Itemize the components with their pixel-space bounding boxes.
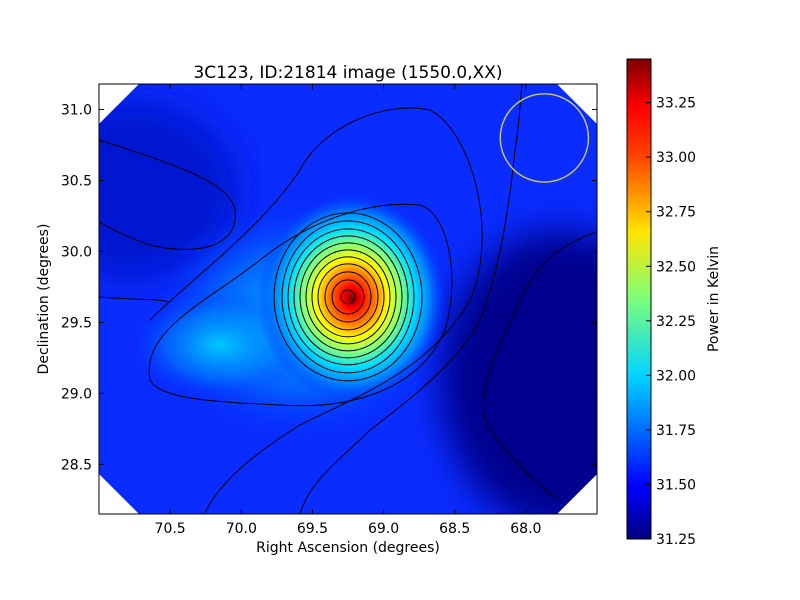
- contour-line: [482, 231, 597, 501]
- x-tick-label: 69.0: [368, 521, 399, 537]
- colorbar-label: Power in Kelvin: [706, 246, 722, 352]
- contour-line: [281, 220, 415, 374]
- beam-circle: [499, 93, 590, 183]
- colorbar-tick-label: 31.75: [656, 423, 696, 439]
- contour-line: [299, 84, 523, 514]
- contour-line: [331, 279, 365, 315]
- contour-line: [305, 249, 391, 345]
- colorbar-tick-label: 31.25: [656, 532, 696, 548]
- contour-line: [287, 228, 409, 366]
- y-tick-label: 30.0: [61, 244, 92, 260]
- x-axis: 70.5 70.0 69.5 69.0 68.5 68.0: [155, 84, 541, 537]
- x-axis-label: Right Ascension (degrees): [256, 540, 440, 556]
- colorbar-ticks: 31.25 31.50 31.75 32.00 32.25 32.50 32.75 33.00…: [646, 96, 696, 548]
- y-axis: 28.5 29.0 29.5 30.0 30.5 31.0: [61, 103, 597, 473]
- heatmap-image: [99, 84, 597, 514]
- colorbar: 31.25 31.50 31.75 32.00 32.25 32.50 32.75 33.00…: [626, 58, 722, 548]
- colorbar-tick-label: 32.25: [656, 314, 696, 330]
- colorbar-tick-label: 32.00: [656, 368, 696, 384]
- colorbar-tick-label: 32.50: [656, 259, 696, 275]
- x-tick-label: 70.0: [226, 521, 257, 537]
- plot-frame: [98, 83, 598, 515]
- plot-area: 70.5 70.0 69.5 69.0 68.5 68.0 28.5 29.0 29.5 30.…: [61, 83, 598, 537]
- contour-line: [340, 289, 356, 305]
- contour-line: [317, 263, 379, 331]
- chart-title: 3C123, ID:21814 image (1550.0,XX): [193, 63, 502, 83]
- x-tick-label: 70.5: [155, 521, 186, 537]
- y-axis-label: Declination (degrees): [36, 224, 52, 375]
- contour-line: [324, 271, 372, 323]
- colorbar-gradient: [626, 58, 652, 540]
- y-tick-label: 29.5: [61, 315, 92, 331]
- contour-line: [148, 203, 453, 407]
- x-tick-label: 68.5: [439, 521, 470, 537]
- y-tick-label: 29.0: [61, 386, 92, 402]
- contour-line: [99, 296, 171, 303]
- contour-line: [149, 107, 483, 514]
- colorbar-tick-label: 33.25: [656, 96, 696, 112]
- contour-line: [311, 256, 385, 338]
- contour-lines: [99, 84, 597, 514]
- contour-line: [293, 235, 403, 359]
- y-tick-label: 31.0: [61, 103, 92, 119]
- contour-line: [99, 139, 236, 250]
- x-tick-label: 69.5: [297, 521, 328, 537]
- y-tick-label: 28.5: [61, 457, 92, 473]
- colorbar-tick-label: 32.75: [656, 205, 696, 221]
- y-tick-label: 30.5: [61, 174, 92, 190]
- x-tick-label: 68.0: [510, 521, 541, 537]
- colorbar-tick-label: 33.00: [656, 150, 696, 166]
- contour-line: [299, 242, 397, 352]
- colorbar-tick-label: 31.50: [656, 477, 696, 493]
